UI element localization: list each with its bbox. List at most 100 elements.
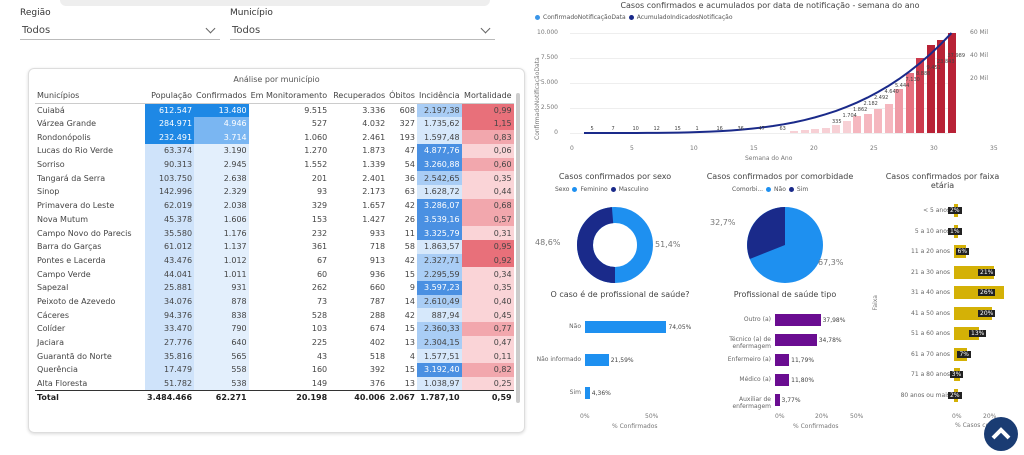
- table-cell: 0,60: [461, 157, 514, 172]
- col-header[interactable]: Confirmados: [194, 89, 249, 104]
- comorbidade-right-label: 67,3%: [818, 258, 844, 267]
- table-cell: 27.776: [145, 335, 195, 350]
- bar[interactable]: [775, 354, 790, 366]
- timeline-bar[interactable]: [895, 89, 903, 133]
- table-title: Análise por município: [233, 75, 320, 84]
- timeline-bar[interactable]: [884, 104, 893, 133]
- table-cell: Sinop: [37, 187, 60, 197]
- table-row[interactable]: Várzea Grande 284.971 4.946 527 4.032 327 1.73…: [35, 116, 514, 131]
- timeline-bar[interactable]: [853, 116, 861, 133]
- bar[interactable]: [775, 394, 780, 406]
- table-row[interactable]: Campo Novo do Parecis 35.580 1.176 232 933 11…: [35, 226, 514, 240]
- table-row[interactable]: Alta Floresta 51.782 538 149 376 13 1.038,97 0,…: [35, 376, 514, 391]
- table-cell: Peixoto de Azevedo: [37, 296, 116, 306]
- table-row[interactable]: Sinop 142.996 2.329 93 2.173 63 1.628,72 0,44: [35, 185, 514, 199]
- timeline-bar[interactable]: [874, 109, 882, 133]
- municipio-dropdown[interactable]: Todos: [230, 22, 495, 40]
- table-row[interactable]: Querência 17.479 558 160 392 15 3.192,40 0,82: [35, 363, 514, 377]
- table-cell: 1.577,51: [416, 349, 462, 364]
- col-header[interactable]: Recuperados: [329, 89, 388, 104]
- timeline-bar[interactable]: [832, 125, 840, 133]
- timeline-bar[interactable]: [800, 130, 809, 133]
- table-cell: 35.816: [145, 349, 195, 364]
- bar[interactable]: [585, 320, 667, 333]
- table-row[interactable]: Pontes e Lacerda 43.476 1.012 67 913 42 2.327,…: [35, 253, 514, 268]
- table-row[interactable]: Jaciara 27.776 640 225 402 13 2.304,15 0,47: [35, 335, 514, 350]
- table-row[interactable]: Sapezal 25.881 931 262 660 9 3.597,23 0,35: [35, 280, 514, 295]
- table-row[interactable]: Tangará da Serra 103.750 2.638 201 2.401 36 2.…: [35, 171, 514, 186]
- data-label: 23.843: [937, 59, 955, 65]
- profissional-chart: Não 74,05% Não informado 21,59% Sim 4,36%: [535, 310, 705, 410]
- faixa-xlabel: % Casos con: [955, 422, 994, 429]
- bar[interactable]: [775, 314, 821, 326]
- table-cell: 558: [194, 363, 249, 377]
- table-cell: Campo Novo do Parecis: [37, 228, 132, 238]
- table-cell: Querência: [37, 365, 78, 375]
- table-row[interactable]: Guarantã do Norte 35.816 565 43 518 4 1.577,51…: [35, 349, 514, 364]
- y-tick: 10.000: [537, 29, 558, 36]
- y2-tick: 40 Mil: [970, 52, 989, 59]
- table-cell: 2.542,65: [416, 171, 462, 186]
- donut-slice-masculino[interactable]: [577, 207, 653, 283]
- pie-slice-sim[interactable]: [747, 207, 785, 259]
- faixa-chart: < 5 anos 2% 5 a 10 anos 1% 11 a 20 anos 6% 21 …: [880, 200, 1010, 405]
- table-row[interactable]: Sorriso 90.313 2.945 1.552 1.339 54 3.260,88 0,…: [35, 157, 514, 172]
- comorbidade-pie: [747, 207, 823, 283]
- table-row[interactable]: Primavera do Leste 62.019 2.038 329 1.657 42 3…: [35, 198, 514, 213]
- table-cell: 933: [369, 228, 386, 238]
- table-row[interactable]: Barra do Garças 61.012 1.137 361 718 58 1.863,…: [35, 239, 514, 254]
- table-cell: 1.012: [194, 253, 249, 268]
- x-tick: 10: [690, 145, 698, 152]
- table-row[interactable]: Campo Verde 44.041 1.011 60 936 15 2.295,59 0,3…: [35, 267, 514, 281]
- table-cell: 640: [194, 335, 249, 350]
- timeline-bar[interactable]: [842, 121, 851, 133]
- table-row[interactable]: Cáceres 94.376 838 528 288 42 887,94 0,45: [35, 308, 514, 322]
- table-cell: 0,34: [461, 267, 514, 281]
- col-header[interactable]: Municípios: [35, 89, 145, 104]
- table-cell: Colíder: [37, 324, 66, 334]
- table-row[interactable]: Rondonópolis 232.491 3.714 1.060 2.461 193 1.5…: [35, 130, 514, 145]
- timeline-bar[interactable]: [790, 131, 798, 133]
- col-header[interactable]: Incidência: [416, 89, 462, 104]
- table-cell: 612.547: [145, 103, 195, 117]
- timeline-bar[interactable]: [905, 73, 914, 133]
- table-cell: 284.971: [145, 116, 195, 131]
- col-header[interactable]: Em Monitoramento: [248, 89, 330, 104]
- bar-value: 3%: [949, 371, 964, 378]
- municipio-value: Todos: [232, 25, 261, 36]
- bar[interactable]: [775, 334, 817, 346]
- y-tick: 0: [554, 129, 558, 136]
- timeline-bar[interactable]: [937, 40, 945, 133]
- table-cell: 9: [409, 283, 415, 293]
- timeline-bar[interactable]: [926, 45, 935, 133]
- table-row[interactable]: Lucas do Rio Verde 63.374 3.190 1.270 1.873 4…: [35, 144, 514, 158]
- bar[interactable]: [585, 387, 590, 400]
- bar-value: 21%: [978, 268, 996, 276]
- timeline-bar[interactable]: [863, 114, 872, 133]
- table-row[interactable]: Nova Mutum 45.378 1.606 153 1.427 26 3.539,16 0…: [35, 212, 514, 227]
- timeline-bar[interactable]: [916, 58, 924, 133]
- table-row[interactable]: Peixoto de Azevedo 34.076 878 73 787 14 2.610,…: [35, 294, 514, 309]
- table-row[interactable]: Cuiabá 612.547 13.480 9.515 3.336 608 2.197,38…: [35, 103, 514, 117]
- timeline-bar[interactable]: [821, 128, 830, 133]
- regiao-dropdown[interactable]: Todos: [20, 22, 220, 40]
- timeline-bar[interactable]: [811, 129, 819, 133]
- table-scrollbar[interactable]: [516, 93, 520, 403]
- bar[interactable]: [775, 374, 790, 386]
- table-cell: 43.476: [145, 253, 195, 268]
- col-header[interactable]: Óbitos: [387, 89, 417, 104]
- x-tick: 20%: [983, 413, 997, 420]
- table-cell: 47: [404, 146, 415, 156]
- table-cell: 361: [311, 242, 328, 252]
- faixa-title: Casos confirmados por faixa etária: [885, 172, 1000, 190]
- table-row[interactable]: Colíder 33.470 790 103 674 15 2.360,33 0,77: [35, 322, 514, 336]
- col-header[interactable]: Mortalidade: [461, 89, 514, 104]
- bar[interactable]: [585, 354, 609, 366]
- scroll-up-button[interactable]: [984, 417, 1018, 451]
- regiao-value: Todos: [22, 25, 51, 36]
- col-header[interactable]: População: [145, 89, 195, 104]
- data-label: 9.451: [926, 65, 941, 71]
- table-cell: 34.076: [145, 294, 195, 309]
- timeline-bar[interactable]: [947, 33, 956, 133]
- table-cell: 232: [311, 228, 328, 238]
